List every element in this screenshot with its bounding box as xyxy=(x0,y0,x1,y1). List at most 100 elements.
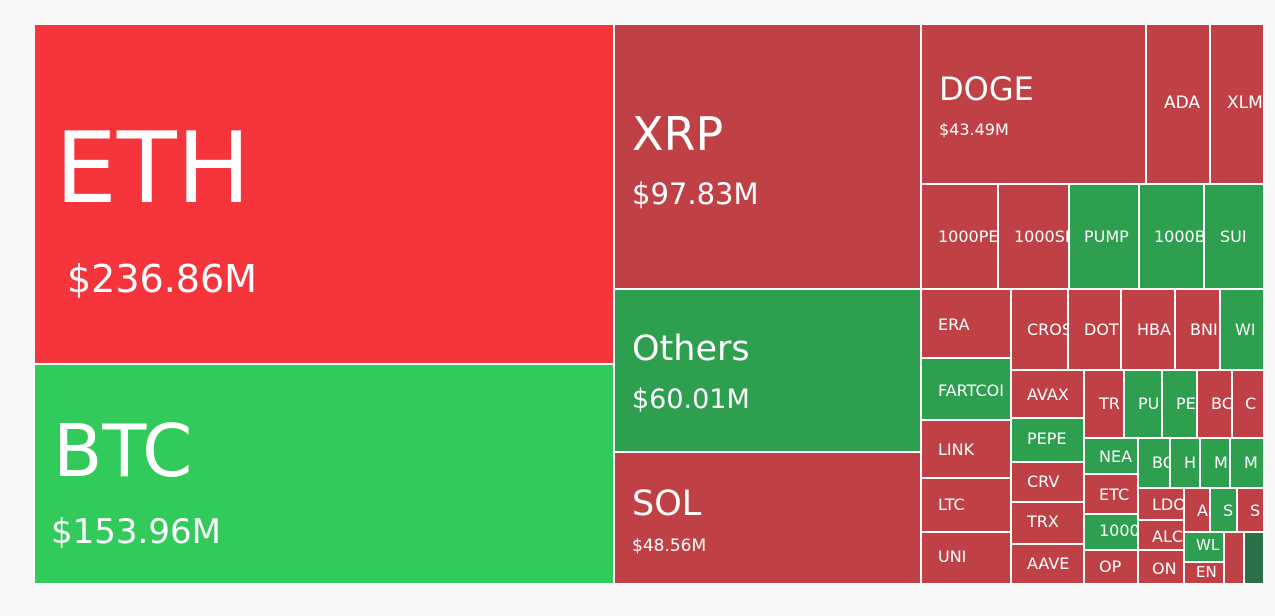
tile-symbol: CRV xyxy=(1027,472,1060,491)
tile-symbol: WI xyxy=(1235,320,1256,339)
tile-s[interactable]: S xyxy=(1210,488,1237,532)
tile-symbol: XLM xyxy=(1227,93,1263,113)
tile-symbol: DOGE xyxy=(939,70,1034,108)
tile-ltc[interactable]: LTC xyxy=(921,478,1011,532)
tile-bni[interactable]: BNI xyxy=(1175,289,1220,370)
tile-symbol: Others xyxy=(632,329,750,369)
tile-sol[interactable]: SOL $48.56M xyxy=(614,452,921,584)
tile-xlm[interactable]: XLM xyxy=(1210,24,1264,184)
tile-hba[interactable]: HBA xyxy=(1121,289,1175,370)
tile-1000pe[interactable]: 1000PE xyxy=(921,184,998,289)
tile-c[interactable]: C xyxy=(1232,370,1264,438)
tile-a[interactable]: A xyxy=(1184,488,1210,532)
tile-en[interactable]: EN xyxy=(1184,562,1224,584)
tile-avax[interactable]: AVAX xyxy=(1011,370,1084,418)
tile-link[interactable]: LINK xyxy=(921,420,1011,478)
tile-symbol: ON xyxy=(1152,559,1177,578)
tile-symbol: H xyxy=(1184,453,1197,472)
tile-symbol: CROS xyxy=(1027,320,1068,339)
tile-symbol: OP xyxy=(1099,557,1122,576)
tile-nea[interactable]: NEA xyxy=(1084,438,1138,474)
tile-value: $48.56M xyxy=(632,536,707,556)
tile-symbol: S xyxy=(1223,501,1234,520)
tile-bc[interactable]: BC xyxy=(1197,370,1232,438)
tile-pepe[interactable]: PEPE xyxy=(1011,418,1084,462)
tile-symbol: BNI xyxy=(1190,320,1218,339)
tile-value: $60.01M xyxy=(632,384,750,415)
tile-symbol: BTC xyxy=(53,409,193,493)
tile-symbol: PUMP xyxy=(1084,227,1129,246)
tile-value: $153.96M xyxy=(51,512,221,552)
tile-h[interactable]: H xyxy=(1170,438,1200,488)
tile-btc[interactable]: BTC $153.96M xyxy=(34,364,614,584)
tile-symbol: 1000SI xyxy=(1014,227,1069,246)
tile-m[interactable]: M xyxy=(1230,438,1264,488)
tile-alc[interactable]: ALC xyxy=(1138,520,1184,550)
tile-trx[interactable]: TRX xyxy=(1011,502,1084,544)
tile-fartcoi[interactable]: FARTCOI xyxy=(921,358,1011,420)
tile-tr[interactable]: TR xyxy=(1084,370,1124,438)
tile-symbol: TR xyxy=(1099,394,1120,413)
tile-doge[interactable]: DOGE $43.49M xyxy=(921,24,1146,184)
tile-symbol: BC xyxy=(1152,453,1169,472)
tile-symbol: XRP xyxy=(632,107,724,161)
tile-m[interactable]: M xyxy=(1200,438,1230,488)
tile-symbol: TRX xyxy=(1027,512,1059,531)
tile-crv[interactable]: CRV xyxy=(1011,462,1084,502)
tile-symbol: PE xyxy=(1176,394,1196,413)
tile-1000si[interactable]: 1000SI xyxy=(998,184,1069,289)
tile-s[interactable]: S xyxy=(1237,488,1264,532)
tile-value: $236.86M xyxy=(67,257,257,301)
tile-symbol: LTC xyxy=(938,495,965,514)
tile-ldo[interactable]: LDO xyxy=(1138,488,1184,520)
tile-symbol: PEPE xyxy=(1027,429,1067,448)
tile-xrp[interactable]: XRP $97.83M xyxy=(614,24,921,289)
tile-aave[interactable]: AAVE xyxy=(1011,544,1084,584)
tile-symbol: ERA xyxy=(938,315,970,334)
tile-symbol: AVAX xyxy=(1027,385,1069,404)
tile-bc[interactable]: BC xyxy=(1138,438,1170,488)
tile-symbol: LDO xyxy=(1152,495,1184,514)
tile-pump[interactable]: PUMP xyxy=(1069,184,1139,289)
tile-symbol: M xyxy=(1214,453,1228,472)
tile-cros[interactable]: CROS xyxy=(1011,289,1068,370)
tile-unlabeled[interactable] xyxy=(1244,532,1264,584)
tile-value: $97.83M xyxy=(632,177,759,211)
tile-pe[interactable]: PE xyxy=(1162,370,1197,438)
tile-symbol: WL xyxy=(1196,536,1220,554)
tile-symbol: UNI xyxy=(938,547,967,566)
tile-symbol: ETH xyxy=(55,112,251,226)
tile-symbol: A xyxy=(1197,501,1208,520)
tile-symbol: 1000PE xyxy=(938,227,998,246)
tile-unlabeled[interactable] xyxy=(1224,532,1244,584)
tile-symbol: ETC xyxy=(1099,485,1130,504)
tile-symbol: SOL xyxy=(632,484,702,524)
tile-symbol: HBA xyxy=(1137,320,1171,339)
tile-symbol: LINK xyxy=(938,440,975,459)
tile-symbol: S xyxy=(1250,501,1261,520)
tile-symbol: ADA xyxy=(1164,93,1201,113)
tile-symbol: 1000 xyxy=(1099,521,1138,540)
tile-pu[interactable]: PU xyxy=(1124,370,1162,438)
tile-1000b[interactable]: 1000B xyxy=(1139,184,1204,289)
liquidation-treemap: ETH $236.86M BTC $153.96M XRP $97.83M Others $6… xyxy=(34,24,1264,584)
tile-1000[interactable]: 1000 xyxy=(1084,514,1138,550)
tile-symbol: ALC xyxy=(1152,527,1184,546)
tile-sui[interactable]: SUI xyxy=(1204,184,1264,289)
tile-symbol: C xyxy=(1245,394,1257,413)
tile-eth[interactable]: ETH $236.86M xyxy=(34,24,614,364)
tile-wi[interactable]: WI xyxy=(1220,289,1264,370)
tile-ada[interactable]: ADA xyxy=(1146,24,1210,184)
tile-uni[interactable]: UNI xyxy=(921,532,1011,584)
tile-symbol: PU xyxy=(1138,394,1160,413)
tile-wl[interactable]: WL xyxy=(1184,532,1224,562)
tile-era[interactable]: ERA xyxy=(921,289,1011,358)
tile-op[interactable]: OP xyxy=(1084,550,1138,584)
tile-others[interactable]: Others $60.01M xyxy=(614,289,921,452)
tile-etc[interactable]: ETC xyxy=(1084,474,1138,514)
tile-symbol: EN xyxy=(1196,563,1217,581)
tile-symbol: SUI xyxy=(1220,227,1247,246)
tile-dot[interactable]: DOT xyxy=(1068,289,1121,370)
tile-on[interactable]: ON xyxy=(1138,550,1184,584)
tile-symbol: M xyxy=(1244,453,1258,472)
